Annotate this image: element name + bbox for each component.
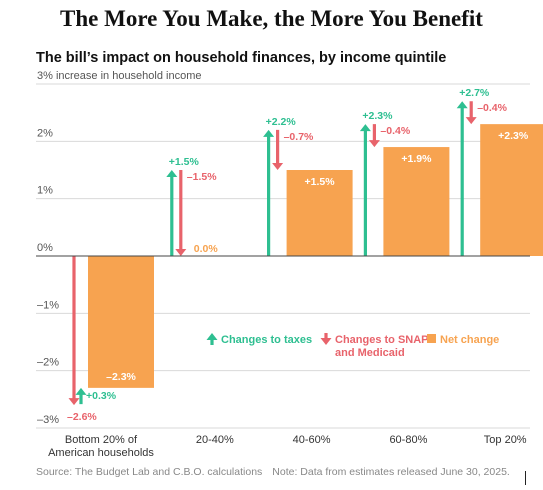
chart-title: The More You Make, the More You Benefit bbox=[60, 6, 483, 31]
net-value-label: +2.3% bbox=[498, 130, 529, 142]
tax-change-arrow bbox=[166, 170, 178, 256]
x-category-label: Top 20% bbox=[484, 434, 527, 446]
snap-change-arrow bbox=[68, 256, 80, 406]
snap-value-label: –1.5% bbox=[187, 171, 217, 183]
x-category-label: American households bbox=[48, 447, 154, 459]
snap-change-arrow bbox=[368, 124, 380, 148]
text-cursor bbox=[525, 471, 526, 485]
y-tick-label: –1% bbox=[37, 299, 59, 311]
snap-change-arrow bbox=[465, 101, 477, 125]
net-value-label: –2.3% bbox=[106, 371, 136, 383]
snap-value-label: –2.6% bbox=[67, 411, 97, 423]
source-note: Source: The Budget Lab and C.B.O. calcul… bbox=[36, 466, 263, 478]
bar-chart: 3% increase in household income 2% 1% 0% –1%… bbox=[36, 70, 543, 459]
chart-footer: Source: The Budget Lab and C.B.O. calcul… bbox=[36, 466, 510, 478]
tax-value-label: +2.7% bbox=[459, 87, 490, 99]
snap-change-arrow bbox=[175, 170, 187, 256]
legend-net-swatch-icon bbox=[427, 334, 436, 343]
snap-value-label: –0.4% bbox=[477, 102, 507, 114]
net-value-label: 0.0% bbox=[194, 243, 219, 255]
x-category-label: Bottom 20% of bbox=[65, 434, 138, 446]
y-tick-label: 1% bbox=[37, 185, 53, 197]
legend-tax-arrow-icon bbox=[206, 333, 218, 345]
net-value-label: +1.9% bbox=[401, 153, 432, 165]
x-category-label: 20-40% bbox=[196, 434, 234, 446]
legend-label: Changes to taxes bbox=[221, 334, 312, 346]
y-tick-label: 0% bbox=[37, 242, 53, 254]
legend-label: Changes to SNAP bbox=[335, 334, 429, 346]
snap-value-label: –0.7% bbox=[284, 131, 314, 143]
tax-change-arrow bbox=[456, 101, 468, 256]
net-change-bar bbox=[480, 124, 543, 256]
tax-value-label: +0.3% bbox=[86, 390, 117, 402]
snap-value-label: –0.4% bbox=[380, 125, 410, 137]
y-tick-label: –3% bbox=[37, 414, 59, 426]
legend-label: Net change bbox=[440, 334, 499, 346]
y-tick-label: –2% bbox=[37, 357, 59, 369]
y-tick-label: 2% bbox=[37, 127, 53, 139]
legend-snap-arrow-icon bbox=[320, 333, 332, 345]
tax-value-label: +1.5% bbox=[169, 156, 200, 168]
chart-subtitle: The bill’s impact on household finances,… bbox=[36, 50, 447, 66]
x-category-label: 40-60% bbox=[293, 434, 331, 446]
tax-change-arrow bbox=[359, 124, 371, 256]
data-note: Note: Data from estimates released June … bbox=[272, 466, 510, 478]
net-change-bar bbox=[88, 256, 154, 388]
x-category-label: 60-80% bbox=[389, 434, 427, 446]
tax-value-label: +2.3% bbox=[362, 110, 393, 122]
net-change-bar bbox=[286, 170, 353, 256]
net-change-bar bbox=[383, 147, 450, 256]
snap-change-arrow bbox=[272, 129, 284, 170]
net-value-label: +1.5% bbox=[305, 176, 336, 188]
tax-value-label: +2.2% bbox=[266, 116, 297, 128]
tax-change-arrow bbox=[75, 387, 87, 405]
legend-label: and Medicaid bbox=[335, 347, 405, 359]
y-tick-label: 3% increase in household income bbox=[37, 70, 202, 82]
tax-change-arrow bbox=[263, 129, 275, 256]
